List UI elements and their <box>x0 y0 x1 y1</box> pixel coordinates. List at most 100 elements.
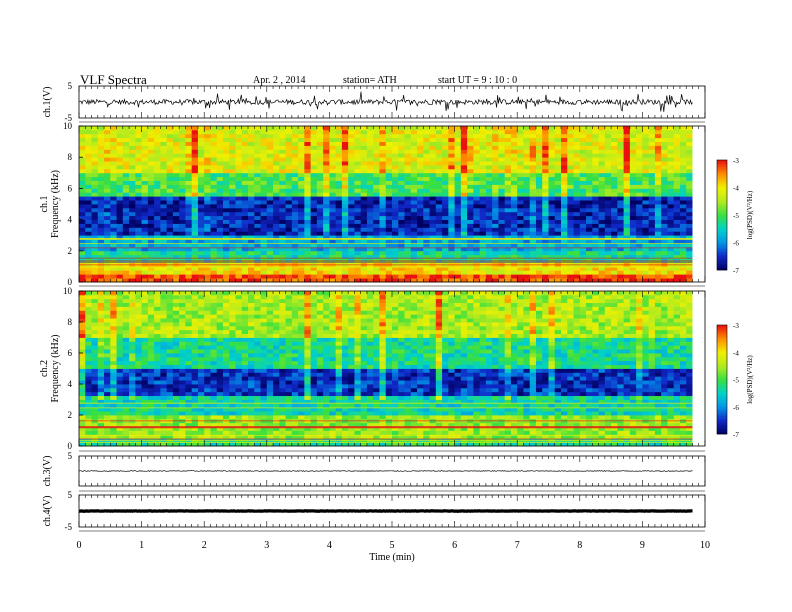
ch1-spectrogram-cell <box>104 157 111 162</box>
ch1-spectrogram-cell <box>366 246 374 252</box>
ch1-spectrogram-cell <box>686 200 693 205</box>
ch1-spectrogram-cell <box>141 207 149 213</box>
ch1-spectrogram-cell <box>116 137 124 142</box>
ch1-spectrogram-cell <box>392 227 399 232</box>
ch1-spectrogram-cell <box>592 204 599 209</box>
ch1-spectrogram-cell <box>473 266 481 271</box>
ch1-spectrogram-cell <box>529 176 537 181</box>
ch1-spectrogram-cell <box>517 184 524 189</box>
ch1-spectrogram-cell <box>417 172 424 178</box>
ch1-spectrogram-cell <box>135 204 142 209</box>
ch2-spectrogram-cell <box>79 387 86 393</box>
ch2-spectrogram-cell <box>197 314 205 319</box>
ch1-spectrogram-cell <box>529 254 537 259</box>
ch1-spectrogram-cell <box>172 180 180 185</box>
ch1-spectrogram-cell <box>210 204 218 209</box>
ch2-spectrogram-cell <box>135 310 142 315</box>
ch1-spectrogram-cell <box>329 215 337 220</box>
ch2-spectrogram-cell <box>154 364 161 369</box>
ch1-spectrogram-cell <box>629 246 637 252</box>
ch1-spectrogram-cell <box>467 133 474 139</box>
ch1-spectrogram-cell <box>216 196 224 201</box>
ch1-spectrogram-cell <box>110 149 117 154</box>
ch1-spectrogram-cell <box>598 180 606 185</box>
ch1-spectrogram-cell <box>473 243 481 248</box>
ch1-spectrogram-cell <box>104 196 111 201</box>
ch1-spectrogram-cell <box>611 219 618 224</box>
ch2-spectrogram-cell <box>129 434 136 439</box>
ch1-spectrogram-cell <box>392 126 399 131</box>
ch1-spectrogram-cell <box>110 192 117 197</box>
ch2-spectrogram-cell <box>235 403 243 408</box>
ch2-spectrogram-cell <box>185 387 193 393</box>
ch1-spectrogram-cell <box>623 133 631 139</box>
ch1-spectrogram-cell <box>661 219 668 224</box>
ch1-spectrogram-cell <box>410 254 418 259</box>
ch1-spectrogram-cell <box>116 172 124 178</box>
ch1-spectrogram-cell <box>260 231 268 236</box>
ch1-spectrogram-cell <box>335 219 343 224</box>
ch1-spectrogram-cell <box>573 161 581 166</box>
ch2-spectrogram-cell <box>154 310 161 315</box>
ch1-spectrogram-cell <box>273 239 280 244</box>
ch1-spectrogram-cell <box>586 250 593 256</box>
ch1-spectrogram-cell <box>523 180 531 185</box>
ch2-spectrogram-cell <box>129 294 136 300</box>
ch1-spectrogram-cell <box>617 266 625 271</box>
ch1-spectrogram-cell <box>561 204 568 209</box>
ch1-spectrogram-cell <box>273 165 280 170</box>
ch1-spectrogram-cell <box>517 243 524 248</box>
ch2-spectrogram-cell <box>222 434 230 439</box>
ch2-spectrogram-cell <box>79 341 86 346</box>
ch1-spectrogram-cell <box>147 192 155 197</box>
ch1-spectrogram-cell <box>642 188 650 193</box>
ch2-spectrogram-cell <box>179 337 186 342</box>
ch1-spectrogram-cell <box>504 235 512 240</box>
ch1-spectrogram-cell <box>404 250 412 256</box>
ch1-spectrogram-cell <box>392 204 399 209</box>
ch1-spectrogram-cell <box>554 227 562 232</box>
ch2-spectrogram-cell <box>222 310 230 315</box>
ch1-spectrogram-cell <box>617 157 625 162</box>
ch1-spectrogram-cell <box>197 204 205 209</box>
ch2-spectrogram-cell <box>216 349 224 354</box>
ch1-spectrogram-cell <box>579 239 587 244</box>
ch1-spectrogram-cell <box>392 172 399 178</box>
ch1-spectrogram-cell <box>235 200 243 205</box>
ch1-spectrogram-colorbar-segment <box>717 228 727 232</box>
ch1-spectrogram-cell <box>673 215 681 220</box>
ch1-spectrogram-cell <box>623 254 631 259</box>
ch1-spectrogram-cell <box>241 274 249 279</box>
ch1-spectrogram-cell <box>116 211 124 217</box>
ch2-spectrogram-cell <box>160 341 168 346</box>
ch1-spectrogram-cell <box>260 204 268 209</box>
ch1-spectrogram-cell <box>542 200 549 205</box>
ch1-spectrogram-cell <box>310 196 318 201</box>
ch1-spectrogram-cell <box>335 266 343 271</box>
ch1-spectrogram-cell <box>460 165 468 170</box>
ch2-spectrogram-cell <box>185 368 193 373</box>
ch1-spectrogram-cell <box>404 176 412 181</box>
ch1-spectrogram-cell <box>586 180 593 185</box>
ch1-spectrogram-cell <box>248 153 255 158</box>
ch1-spectrogram-cell <box>348 196 355 201</box>
ch1-spectrogram-cell <box>392 165 399 170</box>
ch1-spectrogram-cell <box>172 137 180 142</box>
ch1-spectrogram-cell <box>166 278 174 283</box>
ch1-spectrogram-cell <box>129 192 136 197</box>
ch1-spectrogram-cell <box>648 141 656 146</box>
ch1-spectrogram-cell <box>298 137 305 142</box>
ch1-spectrogram-cell <box>667 254 675 259</box>
ch1-spectrogram-cell <box>298 223 305 228</box>
ch1-spectrogram-cell <box>592 129 599 135</box>
ch2-spectrogram-cell <box>110 349 117 354</box>
ch2-spectrogram-cell <box>160 384 168 389</box>
ch1-spectrogram-cell <box>517 254 524 259</box>
ch2-spectrogram-cell <box>79 356 86 362</box>
ch1-spectrogram-cell <box>235 266 243 271</box>
ch1-spectrogram-cell <box>366 243 374 248</box>
ch1-spectrogram-cell <box>248 180 255 185</box>
ch1-spectrogram-cell <box>298 165 305 170</box>
ch1-spectrogram-cell <box>542 172 549 178</box>
ch1-spectrogram-cell <box>442 223 449 228</box>
